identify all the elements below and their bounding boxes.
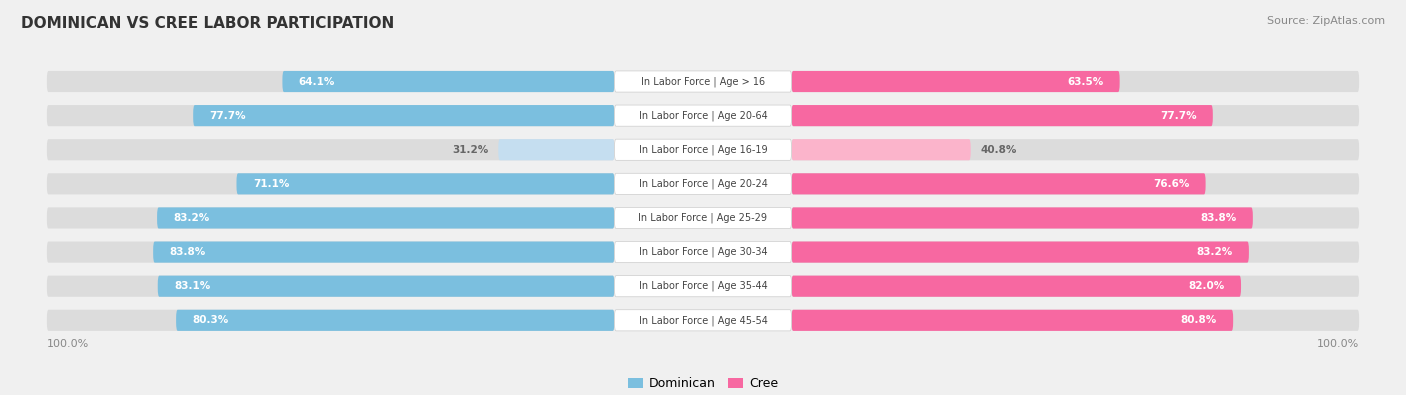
Text: 83.2%: 83.2% xyxy=(1197,247,1233,257)
FancyBboxPatch shape xyxy=(176,310,614,331)
Text: In Labor Force | Age 20-64: In Labor Force | Age 20-64 xyxy=(638,110,768,121)
Text: In Labor Force | Age 45-54: In Labor Force | Age 45-54 xyxy=(638,315,768,325)
Text: 71.1%: 71.1% xyxy=(253,179,290,189)
FancyBboxPatch shape xyxy=(46,139,614,160)
Text: In Labor Force | Age 30-34: In Labor Force | Age 30-34 xyxy=(638,247,768,257)
FancyBboxPatch shape xyxy=(792,173,1360,194)
FancyBboxPatch shape xyxy=(46,71,614,92)
FancyBboxPatch shape xyxy=(46,105,614,126)
FancyBboxPatch shape xyxy=(46,173,614,194)
Text: 40.8%: 40.8% xyxy=(980,145,1017,155)
Text: Source: ZipAtlas.com: Source: ZipAtlas.com xyxy=(1267,16,1385,26)
FancyBboxPatch shape xyxy=(792,207,1253,229)
Legend: Dominican, Cree: Dominican, Cree xyxy=(623,372,783,395)
FancyBboxPatch shape xyxy=(614,139,792,160)
FancyBboxPatch shape xyxy=(614,207,792,229)
FancyBboxPatch shape xyxy=(498,139,614,160)
FancyBboxPatch shape xyxy=(46,241,614,263)
Text: 64.1%: 64.1% xyxy=(299,77,335,87)
FancyBboxPatch shape xyxy=(792,71,1360,92)
Text: 80.8%: 80.8% xyxy=(1181,315,1216,325)
Text: 83.8%: 83.8% xyxy=(170,247,205,257)
FancyBboxPatch shape xyxy=(193,105,614,126)
Text: 83.8%: 83.8% xyxy=(1201,213,1236,223)
Text: In Labor Force | Age 16-19: In Labor Force | Age 16-19 xyxy=(638,145,768,155)
FancyBboxPatch shape xyxy=(792,139,970,160)
FancyBboxPatch shape xyxy=(792,207,1360,229)
FancyBboxPatch shape xyxy=(792,173,1205,194)
Text: 100.0%: 100.0% xyxy=(46,339,89,349)
FancyBboxPatch shape xyxy=(614,241,792,263)
FancyBboxPatch shape xyxy=(614,71,792,92)
FancyBboxPatch shape xyxy=(46,207,614,229)
Text: In Labor Force | Age > 16: In Labor Force | Age > 16 xyxy=(641,76,765,87)
Text: 63.5%: 63.5% xyxy=(1067,77,1104,87)
Text: 83.1%: 83.1% xyxy=(174,281,211,291)
FancyBboxPatch shape xyxy=(46,310,614,331)
FancyBboxPatch shape xyxy=(153,241,614,263)
Text: 100.0%: 100.0% xyxy=(1317,339,1360,349)
Text: 77.7%: 77.7% xyxy=(209,111,246,120)
FancyBboxPatch shape xyxy=(792,310,1360,331)
Text: In Labor Force | Age 25-29: In Labor Force | Age 25-29 xyxy=(638,213,768,223)
Text: In Labor Force | Age 20-24: In Labor Force | Age 20-24 xyxy=(638,179,768,189)
FancyBboxPatch shape xyxy=(792,139,1360,160)
FancyBboxPatch shape xyxy=(236,173,614,194)
FancyBboxPatch shape xyxy=(283,71,614,92)
FancyBboxPatch shape xyxy=(614,310,792,331)
Text: 76.6%: 76.6% xyxy=(1153,179,1189,189)
FancyBboxPatch shape xyxy=(792,105,1360,126)
FancyBboxPatch shape xyxy=(792,241,1249,263)
FancyBboxPatch shape xyxy=(792,105,1213,126)
FancyBboxPatch shape xyxy=(157,276,614,297)
FancyBboxPatch shape xyxy=(614,105,792,126)
Text: 80.3%: 80.3% xyxy=(193,315,229,325)
FancyBboxPatch shape xyxy=(792,71,1119,92)
FancyBboxPatch shape xyxy=(614,276,792,297)
FancyBboxPatch shape xyxy=(792,276,1241,297)
Text: In Labor Force | Age 35-44: In Labor Force | Age 35-44 xyxy=(638,281,768,292)
Text: 83.2%: 83.2% xyxy=(173,213,209,223)
Text: DOMINICAN VS CREE LABOR PARTICIPATION: DOMINICAN VS CREE LABOR PARTICIPATION xyxy=(21,16,394,31)
Text: 31.2%: 31.2% xyxy=(453,145,488,155)
FancyBboxPatch shape xyxy=(46,276,614,297)
Text: 77.7%: 77.7% xyxy=(1160,111,1197,120)
FancyBboxPatch shape xyxy=(157,207,614,229)
FancyBboxPatch shape xyxy=(792,241,1360,263)
FancyBboxPatch shape xyxy=(792,310,1233,331)
FancyBboxPatch shape xyxy=(614,173,792,194)
FancyBboxPatch shape xyxy=(792,276,1360,297)
Text: 82.0%: 82.0% xyxy=(1188,281,1225,291)
